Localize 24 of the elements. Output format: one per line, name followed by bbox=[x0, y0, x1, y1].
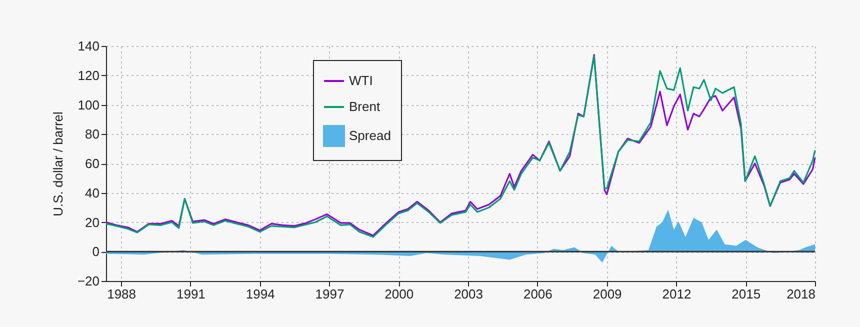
y-tick-label: 80 bbox=[85, 126, 100, 142]
y-tick-label: −20 bbox=[77, 274, 100, 288]
x-tick-label: 2009 bbox=[592, 286, 622, 302]
x-tick-label: 1988 bbox=[107, 286, 136, 302]
legend-label: WTI bbox=[349, 73, 373, 88]
x-tick-label: 1991 bbox=[176, 286, 206, 302]
x-tick-label: 1997 bbox=[315, 286, 344, 302]
x-tick-label: 2003 bbox=[454, 286, 483, 302]
x-tick-label: 2006 bbox=[523, 286, 552, 302]
y-tick-label: 40 bbox=[85, 185, 100, 200]
y-tick-label: 140 bbox=[78, 38, 100, 54]
x-tick-label: 2018 bbox=[786, 286, 816, 302]
x-tick-label: 1994 bbox=[246, 286, 275, 302]
legend-label: Spread bbox=[349, 128, 391, 143]
y-tick-label: 100 bbox=[78, 97, 100, 112]
legend-label: Brent bbox=[349, 99, 380, 114]
y-tick-label: 60 bbox=[85, 156, 100, 171]
y-tick-label: 120 bbox=[78, 68, 100, 83]
y-tick-label: 0 bbox=[92, 244, 100, 260]
x-tick-label: 2015 bbox=[732, 286, 761, 302]
x-tick-label: 2012 bbox=[662, 286, 692, 302]
y-tick-label: 20 bbox=[85, 214, 100, 230]
x-tick-label: 2000 bbox=[384, 286, 414, 302]
y-axis-title: U.S. dollar / barrel bbox=[50, 112, 66, 216]
